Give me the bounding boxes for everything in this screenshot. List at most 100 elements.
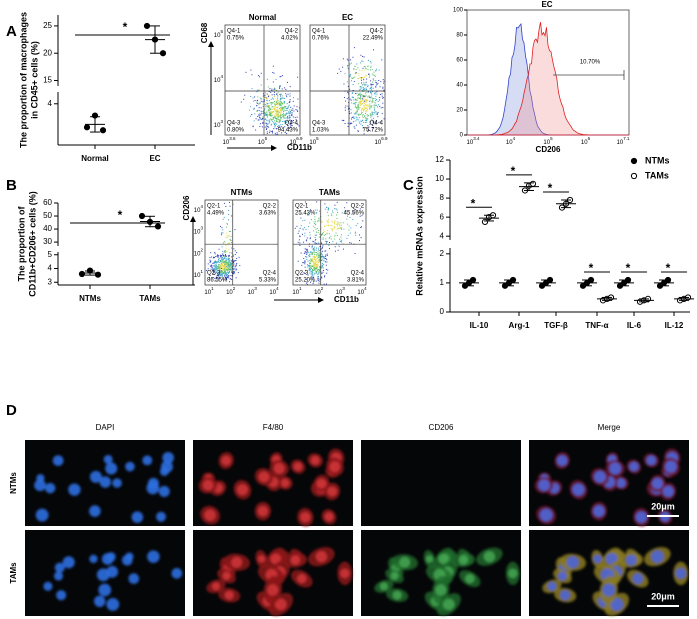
event-dot <box>279 104 281 106</box>
cell-core <box>221 455 231 466</box>
cell-core <box>399 556 411 568</box>
event-dot <box>363 66 365 68</box>
event-dot <box>233 262 235 264</box>
event-dot <box>347 93 349 95</box>
quadrant-label: 0.76% <box>312 36 330 42</box>
event-dot <box>310 219 312 221</box>
event-dot <box>214 267 216 269</box>
event-dot <box>265 113 267 115</box>
column-title: F4/80 <box>263 423 284 432</box>
event-dot <box>376 91 378 93</box>
event-dot <box>262 112 264 114</box>
event-dot <box>360 99 362 101</box>
event-dot <box>310 273 312 275</box>
event-dot <box>338 68 340 70</box>
nucleus <box>62 556 75 569</box>
event-dot <box>318 230 320 232</box>
event-dot <box>313 264 315 266</box>
x-tick-label-exp: 6.9 <box>381 136 388 141</box>
event-dot <box>264 114 266 116</box>
event-dot <box>280 104 282 106</box>
event-dot <box>314 249 316 251</box>
event-dot <box>215 270 217 272</box>
event-dot <box>206 269 208 271</box>
event-dot <box>374 102 376 104</box>
event-dot <box>224 255 226 257</box>
event-dot <box>374 123 376 125</box>
event-dot <box>259 117 261 119</box>
event-dot <box>302 228 304 230</box>
event-dot <box>299 227 301 229</box>
event-dot <box>274 113 276 115</box>
event-dot <box>212 268 214 270</box>
event-dot <box>330 235 332 237</box>
event-dot <box>358 113 360 115</box>
event-dot <box>224 275 226 277</box>
event-dot <box>219 274 221 276</box>
event-dot <box>313 221 315 223</box>
event-dot <box>282 114 284 116</box>
event-dot <box>310 250 312 252</box>
event-dot <box>235 269 237 271</box>
event-dot <box>361 82 363 84</box>
event-dot <box>225 259 227 261</box>
quadrant-label: Q4-4 <box>285 121 299 127</box>
x-tick-label-exp: 4 <box>513 136 516 141</box>
event-dot <box>354 231 356 233</box>
event-dot <box>226 263 228 265</box>
event-dot <box>364 115 366 117</box>
event-dot <box>362 56 364 58</box>
event-dot <box>274 109 276 111</box>
event-dot <box>315 268 317 270</box>
cell-core <box>270 553 281 565</box>
cell-core <box>316 478 327 489</box>
event-dot <box>281 102 283 104</box>
event-dot <box>220 255 222 257</box>
scale-bar-label: 20μm <box>651 591 675 601</box>
event-dot <box>274 108 276 110</box>
event-dot <box>258 107 260 109</box>
nucleus <box>632 573 644 584</box>
event-dot <box>380 81 382 83</box>
x-tick-label: 103.4 <box>467 136 480 145</box>
event-dot <box>363 106 365 108</box>
event-dot <box>375 80 377 82</box>
event-dot <box>313 263 315 265</box>
event-dot <box>270 111 272 113</box>
event-dot <box>232 261 234 263</box>
event-dot <box>357 94 359 96</box>
quadrant-label: Q4-1 <box>227 29 241 35</box>
x-tick-label-base: 10 <box>290 140 297 146</box>
event-dot <box>276 100 278 102</box>
event-dot <box>375 98 377 100</box>
event-dot <box>328 221 330 223</box>
event-dot <box>313 256 315 258</box>
event-dot <box>278 107 280 109</box>
event-dot <box>269 106 271 108</box>
event-dot <box>228 201 230 203</box>
event-dot <box>260 107 262 109</box>
event-dot <box>262 122 264 124</box>
event-dot <box>351 77 353 79</box>
event-dot <box>227 271 229 273</box>
nucleus <box>557 571 568 581</box>
event-dot <box>358 121 360 123</box>
event-dot <box>270 111 272 113</box>
event-dot <box>281 103 283 105</box>
event-dot <box>258 115 260 117</box>
event-dot <box>214 251 216 253</box>
event-dot <box>382 79 384 81</box>
event-dot <box>312 249 314 251</box>
event-dot <box>216 255 218 257</box>
event-dot <box>227 262 229 264</box>
event-dot <box>258 110 260 112</box>
event-dot <box>374 108 376 110</box>
event-dot <box>313 223 315 225</box>
event-dot <box>276 128 278 130</box>
event-dot <box>230 247 232 249</box>
event-dot <box>273 120 275 122</box>
event-dot <box>376 83 378 85</box>
event-dot <box>315 262 317 264</box>
event-dot <box>217 266 219 268</box>
event-dot <box>360 104 362 106</box>
